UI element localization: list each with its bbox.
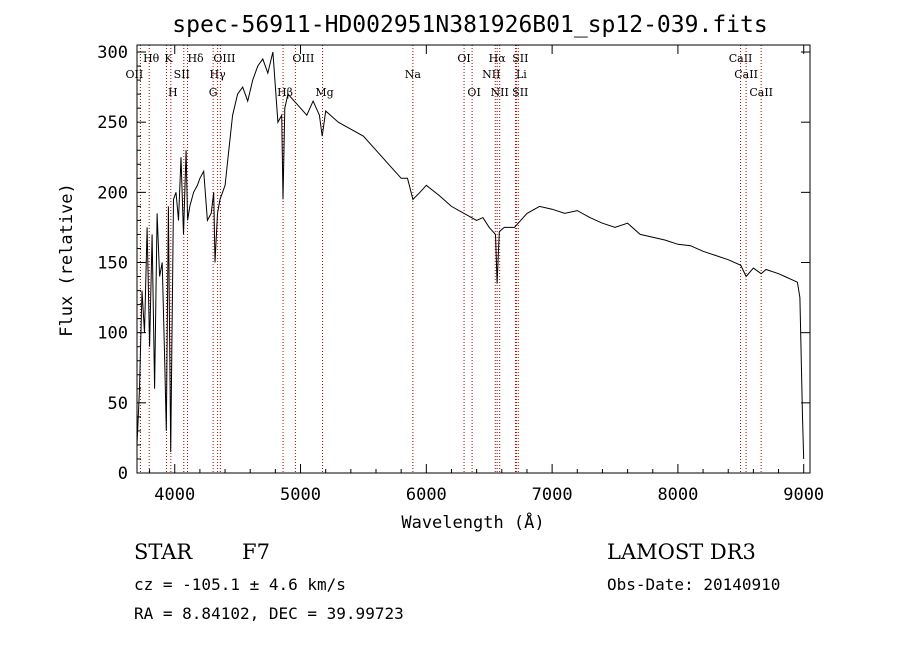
line-label-22: CaII [734,68,758,81]
spectrum-series-line [136,51,805,460]
x-axis-label: Wavelength (Å) [401,511,544,533]
y-tick-label-0: 0 [118,464,128,484]
y-tick-label-2: 100 [97,324,128,344]
y-axis-label: Flux (relative) [57,183,77,337]
redshift-cz: cz = -105.1 ± 4.6 km/s [134,575,346,594]
line-label-11: Mg [315,86,333,99]
coordinates: RA = 8.84102, DEC = 39.99723 [134,604,404,623]
line-label-1: Hθ [143,52,160,65]
y-tick-label-3: 150 [97,254,128,274]
line-label-18: SII [512,52,528,65]
x-tick-label-2: 6000 [406,485,447,505]
x-tick-label-5: 9000 [783,485,824,505]
y-tick-label-5: 250 [97,113,128,133]
object-class: STAR [134,540,193,564]
object-subclass: F7 [242,540,270,564]
line-label-23: CaII [749,86,773,99]
line-label-14: OI [467,86,480,99]
x-tick-label-3: 7000 [532,485,573,505]
line-label-5: Hδ [187,52,204,65]
line-label-21: CaII [729,52,753,65]
x-tick-label-4: 8000 [657,485,698,505]
line-label-2: K [164,52,173,65]
line-label-13: OI [457,52,470,65]
line-label-15: Hα [489,52,507,65]
x-tick-label-0: 4000 [154,485,195,505]
line-label-12: Na [405,68,422,81]
line-label-20: Li [516,68,527,81]
y-tick-label-6: 300 [97,43,128,63]
line-label-8: OIII [213,52,235,65]
x-tick-label-1: 5000 [280,485,321,505]
line-label-17: NII [491,86,509,99]
plot-frame [136,44,811,474]
line-label-7: G [209,86,218,99]
line-label-9: OIII [292,52,314,65]
line-label-4: SII [174,68,190,81]
chart-title: spec-56911-HD002951N381926B01_sp12-039.f… [172,12,767,38]
line-label-19: SII [512,86,528,99]
line-label-6: Hγ [210,68,227,81]
y-tick-label-4: 200 [97,183,128,203]
observation-date: Obs-Date: 20140910 [607,575,781,594]
line-label-3: H [168,86,178,99]
line-label-16: NII [482,68,500,81]
line-label-0: OII [126,68,144,81]
survey-name: LAMOST DR3 [607,540,756,564]
axis-ticks: 4000 5000 6000 7000 8000 9000 0 50 100 150 200 250 3… [97,43,824,505]
y-tick-label-1: 50 [108,394,128,414]
